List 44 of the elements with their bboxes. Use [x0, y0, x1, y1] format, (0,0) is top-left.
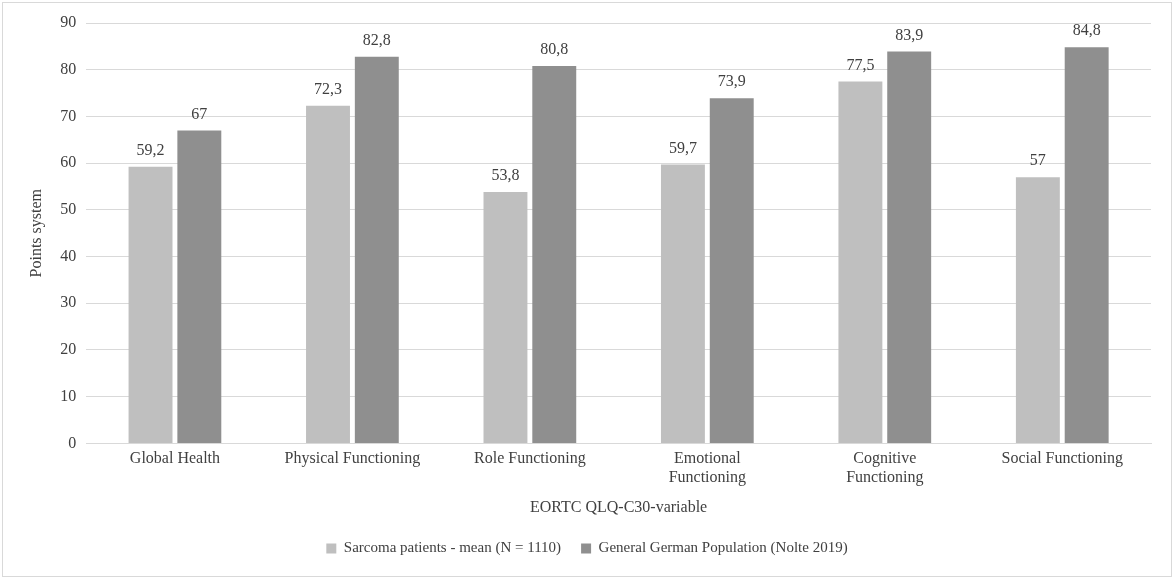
data-label: 82,8 [362, 30, 391, 48]
x-tick-label: Global Health [129, 449, 221, 467]
y-tick-label: 30 [60, 293, 77, 311]
data-label: 72,3 [314, 79, 342, 97]
bar [532, 65, 577, 443]
x-tick-label: Cognitive Functioning [846, 449, 924, 487]
bar [354, 56, 399, 443]
bar [1064, 47, 1109, 443]
data-label: 59,2 [136, 141, 165, 159]
bar [128, 166, 173, 443]
legend-label: General German Population (Nolte 2019) [598, 539, 848, 557]
data-label: 59,7 [668, 138, 697, 156]
y-tick-label: 70 [60, 106, 77, 124]
y-tick-label: 40 [60, 246, 77, 264]
bar [660, 164, 705, 443]
bar [177, 130, 222, 443]
y-tick-label: 20 [60, 340, 77, 358]
bar [1015, 177, 1060, 443]
data-label: 84,8 [1072, 21, 1101, 39]
data-label: 80,8 [540, 40, 569, 58]
bar [483, 192, 528, 443]
data-label: 57 [1029, 151, 1046, 169]
data-label: 83,9 [895, 25, 924, 43]
data-label: 53,8 [491, 166, 520, 184]
data-label: 73,9 [717, 72, 746, 90]
x-tick-label: Social Functioning [1001, 449, 1123, 468]
bar [887, 51, 932, 443]
y-tick-label: 0 [68, 433, 77, 451]
data-label: 67 [191, 104, 208, 122]
y-axis-title: Points system [26, 188, 45, 278]
y-tick-label: 60 [60, 153, 77, 171]
x-tick-label: Emotional Functioning [668, 449, 747, 487]
x-tick-label: Physical Functioning [284, 449, 421, 468]
bar [838, 81, 883, 443]
bar [306, 105, 350, 443]
bar [709, 98, 754, 443]
y-tick-label: 10 [60, 386, 77, 404]
legend-label: Sarcoma patients - mean (N = 1110) [343, 539, 562, 557]
x-tick-label: Role Functioning [474, 449, 586, 468]
data-label: 77,5 [846, 55, 875, 73]
x-axis-title: EORTC QLQ-C30-variable [529, 497, 708, 515]
y-tick-label: 80 [60, 59, 77, 77]
y-tick-label: 90 [60, 13, 77, 31]
y-tick-label: 50 [60, 200, 77, 218]
